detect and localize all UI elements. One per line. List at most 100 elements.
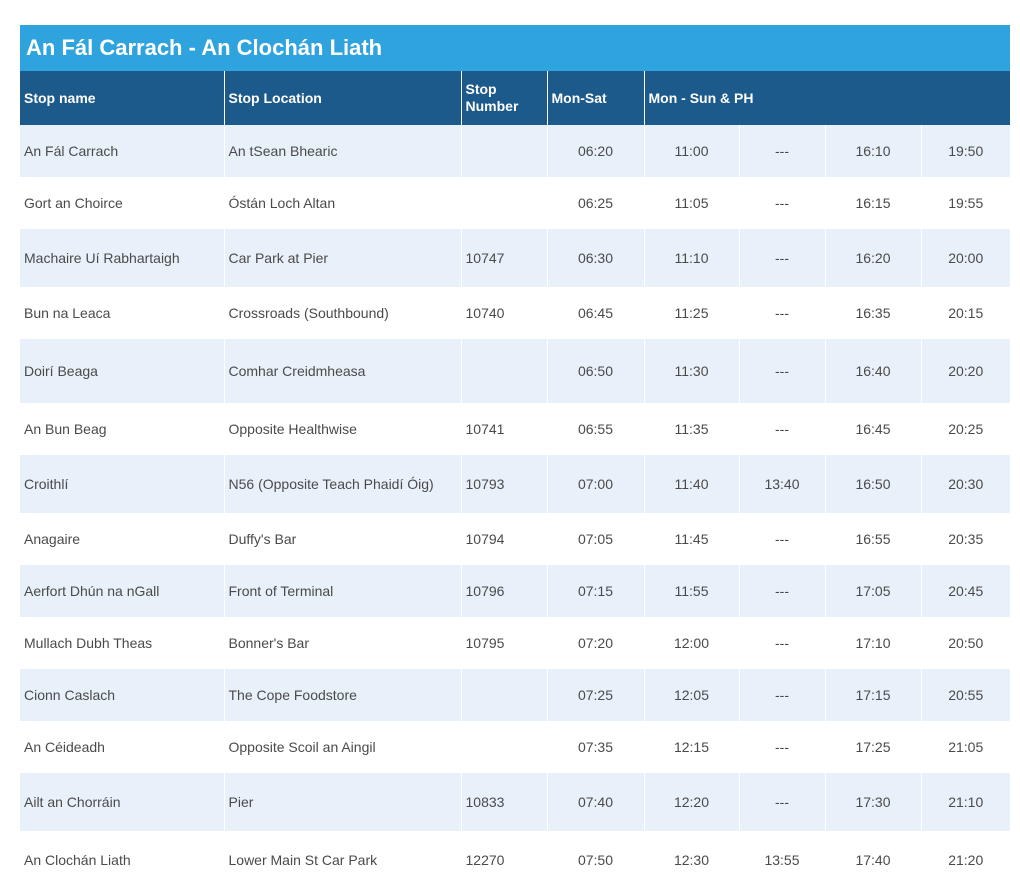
departure-time-cell: --- — [739, 513, 826, 565]
departure-time-cell: 12:20 — [644, 773, 740, 831]
departure-time-cell: 06:30 — [547, 229, 645, 287]
departure-time-cell: 16:45 — [825, 403, 922, 455]
header-row: Stop name Stop Location Stop Number Mon-… — [20, 71, 1010, 125]
stop-number-cell: 10833 — [461, 773, 548, 831]
departure-time-cell: 07:20 — [547, 617, 645, 669]
departure-time-cell: 11:35 — [644, 403, 740, 455]
stop-number-cell: 10747 — [461, 229, 548, 287]
timetable-body: An Fál Carrach An tSean Bhearic 06:20 11:00… — [20, 125, 1010, 889]
departure-time-cell: 11:40 — [644, 455, 740, 513]
stop-name-cell: Bun na Leaca — [20, 287, 225, 339]
departure-time-cell: --- — [739, 229, 826, 287]
header-stop-location: Stop Location — [224, 71, 462, 125]
departure-time-cell: 17:15 — [825, 669, 922, 721]
departure-time-cell: 06:55 — [547, 403, 645, 455]
departure-time-cell: 21:20 — [921, 831, 1010, 889]
stop-name-cell: Mullach Dubh Theas — [20, 617, 225, 669]
table-row: Bun na Leaca Crossroads (Southbound) 10740… — [20, 287, 1010, 339]
stop-location-cell: Lower Main St Car Park — [224, 831, 462, 889]
stop-location-cell: The Cope Foodstore — [224, 669, 462, 721]
departure-time-cell: 12:15 — [644, 721, 740, 773]
departure-time-cell: 19:55 — [921, 177, 1010, 229]
table-row: Ailt an Chorráin Pier 10833 07:40 12:20 --- 17… — [20, 773, 1010, 831]
stop-name-cell: An Céideadh — [20, 721, 225, 773]
stop-location-cell: Bonner's Bar — [224, 617, 462, 669]
departure-time-cell: 21:10 — [921, 773, 1010, 831]
timetable-table: Stop name Stop Location Stop Number Mon-… — [20, 71, 1010, 889]
departure-time-cell: 20:15 — [921, 287, 1010, 339]
departure-time-cell: 12:00 — [644, 617, 740, 669]
header-blank — [921, 71, 1010, 125]
departure-time-cell: 17:25 — [825, 721, 922, 773]
departure-time-cell: 16:10 — [825, 125, 922, 177]
departure-time-cell: 11:55 — [644, 565, 740, 617]
header-mon-sat: Mon-Sat — [547, 71, 645, 125]
departure-time-cell: 20:45 — [921, 565, 1010, 617]
stop-number-cell: 10740 — [461, 287, 548, 339]
departure-time-cell: 11:45 — [644, 513, 740, 565]
header-stop-number: Stop Number — [461, 71, 548, 125]
departure-time-cell: 12:05 — [644, 669, 740, 721]
table-row: An Clochán Liath Lower Main St Car Park 12… — [20, 831, 1010, 889]
departure-time-cell: 07:35 — [547, 721, 645, 773]
departure-time-cell: 20:55 — [921, 669, 1010, 721]
table-row: An Bun Beag Opposite Healthwise 10741 06:55… — [20, 403, 1010, 455]
departure-time-cell: 16:15 — [825, 177, 922, 229]
departure-time-cell: 07:15 — [547, 565, 645, 617]
departure-time-cell: --- — [739, 721, 826, 773]
table-row: Aerfort Dhún na nGall Front of Terminal 10… — [20, 565, 1010, 617]
stop-number-cell — [461, 669, 548, 721]
departure-time-cell: --- — [739, 403, 826, 455]
table-row: An Céideadh Opposite Scoil an Aingil 07:35… — [20, 721, 1010, 773]
departure-time-cell: --- — [739, 617, 826, 669]
departure-time-cell: 12:30 — [644, 831, 740, 889]
stop-location-cell: An tSean Bhearic — [224, 125, 462, 177]
departure-time-cell: 16:20 — [825, 229, 922, 287]
departure-time-cell: 13:40 — [739, 455, 826, 513]
table-row: Croithlí N56 (Opposite Teach Phaidí Óig) 1… — [20, 455, 1010, 513]
departure-time-cell: 17:30 — [825, 773, 922, 831]
departure-time-cell: 16:55 — [825, 513, 922, 565]
departure-time-cell: --- — [739, 565, 826, 617]
departure-time-cell: 16:50 — [825, 455, 922, 513]
stop-name-cell: Machaire Uí Rabhartaigh — [20, 229, 225, 287]
departure-time-cell: 21:05 — [921, 721, 1010, 773]
stop-number-cell — [461, 177, 548, 229]
departure-time-cell: 07:00 — [547, 455, 645, 513]
stop-number-cell — [461, 339, 548, 403]
table-row: Cionn Caslach The Cope Foodstore 07:25 12:0… — [20, 669, 1010, 721]
departure-time-cell: 06:25 — [547, 177, 645, 229]
stop-number-cell: 10795 — [461, 617, 548, 669]
departure-time-cell: 17:40 — [825, 831, 922, 889]
stop-location-cell: Duffy's Bar — [224, 513, 462, 565]
departure-time-cell: --- — [739, 287, 826, 339]
stop-name-cell: Gort an Choirce — [20, 177, 225, 229]
departure-time-cell: 07:40 — [547, 773, 645, 831]
departure-time-cell: 17:05 — [825, 565, 922, 617]
departure-time-cell: 20:35 — [921, 513, 1010, 565]
departure-time-cell: 17:10 — [825, 617, 922, 669]
stop-name-cell: An Fál Carrach — [20, 125, 225, 177]
table-row: Anagaire Duffy's Bar 10794 07:05 11:45 --- 16:… — [20, 513, 1010, 565]
table-row: Doirí Beaga Comhar Creidmheasa 06:50 11:30-… — [20, 339, 1010, 403]
table-row: Mullach Dubh Theas Bonner's Bar 10795 07:20… — [20, 617, 1010, 669]
stop-location-cell: Crossroads (Southbound) — [224, 287, 462, 339]
departure-time-cell: 11:00 — [644, 125, 740, 177]
table-row: Gort an Choirce Óstán Loch Altan 06:25 11:0… — [20, 177, 1010, 229]
departure-time-cell: 13:55 — [739, 831, 826, 889]
departure-time-cell: 06:45 — [547, 287, 645, 339]
stop-name-cell: Croithlí — [20, 455, 225, 513]
departure-time-cell: 07:50 — [547, 831, 645, 889]
header-blank — [825, 71, 921, 125]
stop-name-cell: Aerfort Dhún na nGall — [20, 565, 225, 617]
stop-name-cell: An Bun Beag — [20, 403, 225, 455]
departure-time-cell: --- — [739, 125, 826, 177]
stop-location-cell: Car Park at Pier — [224, 229, 462, 287]
stop-number-cell: 10794 — [461, 513, 548, 565]
stop-number-cell: 10741 — [461, 403, 548, 455]
stop-number-cell: 12270 — [461, 831, 548, 889]
stop-number-cell: 10793 — [461, 455, 548, 513]
stop-location-cell: Óstán Loch Altan — [224, 177, 462, 229]
departure-time-cell: 11:25 — [644, 287, 740, 339]
departure-time-cell: --- — [739, 339, 826, 403]
